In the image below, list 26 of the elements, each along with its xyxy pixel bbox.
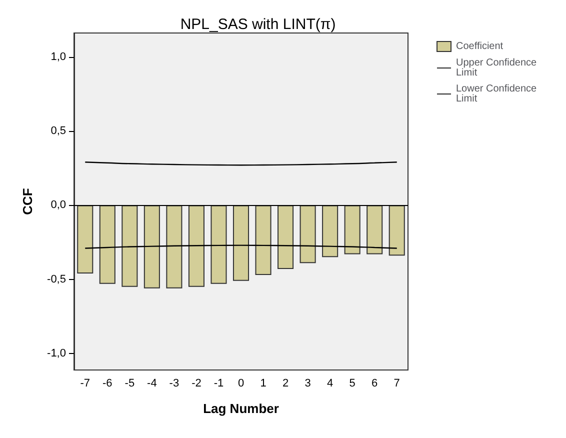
x-tick-label: 4 [327, 378, 334, 390]
y-tick-label: -1,0 [47, 348, 66, 360]
legend-label: Upper Confidence Limit [456, 58, 540, 78]
x-tick-label: -7 [80, 378, 90, 390]
y-tick-label: 1,0 [50, 50, 66, 63]
x-tick-label: -2 [192, 378, 202, 390]
y-axis-title: CCF [20, 188, 35, 215]
x-axis-title: Lag Number [203, 401, 279, 416]
x-tick-label: 1 [260, 378, 266, 390]
x-tick-label: 6 [372, 378, 378, 390]
y-tick-label: -0,5 [47, 273, 66, 286]
x-tick-label: 0 [238, 378, 244, 390]
x-tick-label: -1 [214, 378, 224, 390]
x-tick-label: 5 [349, 378, 356, 390]
x-tick-label: -5 [124, 378, 135, 390]
legend-label: Coefficient [456, 41, 504, 52]
y-tick-label: 0,5 [50, 124, 66, 137]
x-tick-label: -3 [169, 378, 180, 390]
x-tick-label: 7 [394, 378, 400, 390]
legend-label: Lower Confidence Limit [456, 84, 540, 104]
x-tick-label: -6 [102, 378, 112, 390]
x-tick-label: 2 [282, 378, 289, 390]
x-tick-label: -4 [147, 378, 157, 390]
y-tick-label: 0,0 [50, 199, 66, 212]
x-tick-label: 3 [304, 378, 311, 390]
chart-title: NPL_SAS with LINT(π) [180, 16, 336, 33]
